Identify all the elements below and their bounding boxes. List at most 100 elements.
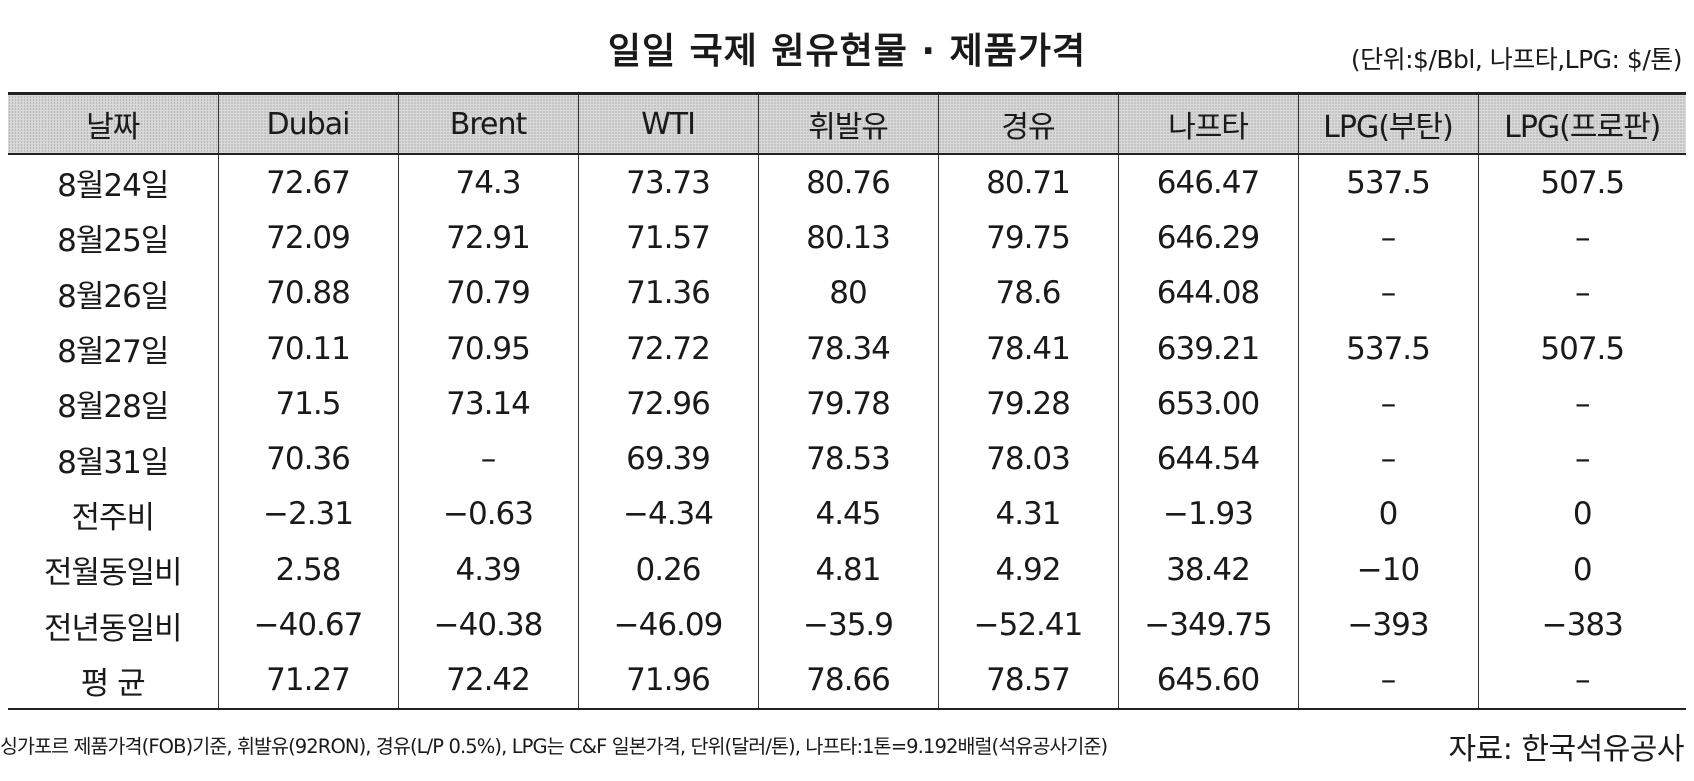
- cell-wti: 0.26: [577, 542, 758, 598]
- cell-dubai: 2.58: [217, 542, 398, 598]
- cell-gasoline: 78.66: [757, 652, 938, 710]
- cell-brent: 4.39: [397, 542, 578, 598]
- header-brent: Brent: [397, 92, 578, 155]
- cell-diesel: 80.71: [937, 154, 1118, 211]
- cell-dubai: 71.27: [217, 652, 398, 710]
- cell-gasoline: 78.34: [757, 320, 938, 377]
- cell-naphtha: 639.21: [1117, 320, 1298, 377]
- header-lpg-propane: LPG(프로판): [1477, 92, 1686, 155]
- cell-brent: 74.3: [397, 154, 578, 211]
- cell-lpg-butane: −10: [1297, 542, 1478, 598]
- table-row: 8월26일 70.88 70.79 71.36 80 78.6 644.08– –: [8, 265, 1686, 321]
- cell-date: 8월31일: [57, 444, 169, 481]
- cell-wti: 72.96: [577, 376, 758, 432]
- cell-brent: 72.42: [397, 652, 578, 710]
- header-naphtha: 나프타: [1117, 92, 1298, 155]
- cell-naphtha: 646.29: [1117, 210, 1298, 266]
- cell-gasoline: 4.81: [757, 542, 938, 598]
- cell-dubai: 72.09: [217, 210, 398, 266]
- cell-diesel: 78.6: [937, 265, 1118, 321]
- cell-wti: 71.96: [577, 652, 758, 710]
- table-row: 8월31일 70.36–69.39 78.53 78.03 644.54– –: [8, 431, 1686, 487]
- cell-dubai: 70.11: [217, 320, 398, 377]
- cell-gasoline: 80.76: [757, 154, 938, 211]
- cell-lpg-propane: –: [1477, 376, 1686, 432]
- cell-diesel: 4.31: [937, 486, 1118, 543]
- cell-lpg-butane: –: [1297, 210, 1478, 266]
- cell-wti: 72.72: [577, 320, 758, 377]
- cell-gasoline: 80: [757, 265, 938, 321]
- cell-diesel: 78.57: [937, 652, 1118, 710]
- cell-brent: 70.79: [397, 265, 578, 321]
- cell-brent: −0.63: [397, 486, 578, 543]
- header-diesel: 경유: [937, 92, 1118, 155]
- cell-date: 8월28일: [57, 389, 169, 426]
- cell-gasoline: 78.53: [757, 431, 938, 487]
- cell-lpg-propane: −383: [1477, 597, 1686, 653]
- table-header-row: 날짜 Dubai Brent WTI 휘발유 경유 나프타 LPG(부탄) LP…: [8, 92, 1686, 155]
- cell-lpg-butane: –: [1297, 652, 1478, 710]
- cell-date: 8월25일: [57, 223, 169, 260]
- cell-diesel: 78.41: [937, 320, 1118, 377]
- header-dubai: Dubai: [217, 92, 398, 155]
- cell-brent: –: [397, 431, 578, 487]
- cell-naphtha: 645.60: [1117, 652, 1298, 710]
- cell-date: 8월24일: [57, 168, 169, 205]
- cell-diesel: 78.03: [937, 431, 1118, 487]
- cell-gasoline: 79.78: [757, 376, 938, 432]
- cell-lpg-propane: –: [1477, 210, 1686, 266]
- cell-date: 전월동일비: [43, 555, 183, 592]
- cell-dubai: 71.5: [217, 376, 398, 432]
- footnote: 싱가포르 제품가격(FOB)기준, 휘발유(92RON), 경유(L/P 0.5…: [0, 735, 1108, 758]
- cell-lpg-butane: –: [1297, 376, 1478, 432]
- cell-lpg-butane: 0: [1297, 486, 1478, 543]
- cell-lpg-propane: 507.5: [1477, 320, 1686, 377]
- unit-note: (단위:$/Bbl, 나프타,LPG: $/톤): [1350, 45, 1683, 74]
- cell-diesel: 4.92: [937, 542, 1118, 598]
- cell-brent: 73.14: [397, 376, 578, 432]
- cell-gasoline: 4.45: [757, 486, 938, 543]
- page-title: 일일 국제 원유현물 · 제품가격: [607, 31, 1087, 72]
- cell-date: 전주비: [71, 499, 155, 536]
- cell-wti: 73.73: [577, 154, 758, 211]
- cell-gasoline: 80.13: [757, 210, 938, 266]
- cell-wti: 71.36: [577, 265, 758, 321]
- header-wti: WTI: [577, 92, 758, 155]
- header-gasoline: 휘발유: [757, 92, 938, 155]
- cell-date: 8월27일: [57, 334, 169, 371]
- cell-lpg-propane: 0: [1477, 542, 1686, 598]
- cell-naphtha: 646.47: [1117, 154, 1298, 211]
- cell-dubai: 70.36: [217, 431, 398, 487]
- cell-date: 평 균: [8, 652, 218, 710]
- cell-diesel: 79.28: [937, 376, 1118, 432]
- cell-lpg-butane: 537.5: [1297, 154, 1478, 211]
- header-date: 날짜: [8, 92, 218, 155]
- cell-lpg-propane: –: [1477, 431, 1686, 487]
- table-row: 전년동일비 −40.67 −40.38 −46.09 −35.9 −52.41 −349.7…: [8, 597, 1686, 653]
- cell-lpg-butane: 537.5: [1297, 320, 1478, 377]
- table-row: 8월28일 71.5 73.14 72.96 79.78 79.28 653.00– –: [8, 376, 1686, 432]
- cell-lpg-propane: 0: [1477, 486, 1686, 543]
- cell-wti: 69.39: [577, 431, 758, 487]
- price-table: 날짜 Dubai Brent WTI 휘발유 경유 나프타 LPG(부탄) LP…: [8, 92, 1686, 710]
- source-credit: 자료: 한국석유공사: [1448, 732, 1685, 767]
- cell-wti: 71.57: [577, 210, 758, 266]
- table-row: 전주비 −2.31 −0.63 −4.34 4.45 4.31 −1.93 0 0: [8, 486, 1686, 543]
- cell-dubai: 70.88: [217, 265, 398, 321]
- cell-diesel: −52.41: [937, 597, 1118, 653]
- cell-naphtha: 38.42: [1117, 542, 1298, 598]
- table-row: 8월25일 72.09 72.91 71.57 80.13 79.75 646.29– –: [8, 210, 1686, 266]
- cell-wti: −4.34: [577, 486, 758, 543]
- cell-brent: 70.95: [397, 320, 578, 377]
- cell-brent: −40.38: [397, 597, 578, 653]
- cell-lpg-butane: −393: [1297, 597, 1478, 653]
- cell-naphtha: −349.75: [1117, 597, 1298, 653]
- cell-naphtha: 653.00: [1117, 376, 1298, 432]
- table-row: 8월24일 72.67 74.3 73.73 80.76 80.71 646.47 537.5…: [8, 154, 1686, 211]
- cell-date: 전년동일비: [43, 610, 183, 647]
- cell-diesel: 79.75: [937, 210, 1118, 266]
- table-row: 평 균 71.27 72.42 71.96 78.66 78.57 645.60– –: [8, 652, 1686, 710]
- cell-brent: 72.91: [397, 210, 578, 266]
- cell-lpg-propane: 507.5: [1477, 154, 1686, 211]
- cell-naphtha: 644.54: [1117, 431, 1298, 487]
